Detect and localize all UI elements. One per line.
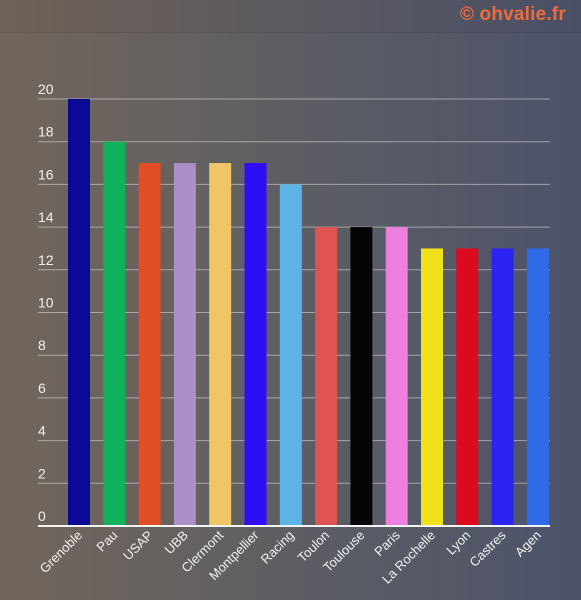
x-tick-label: USAP: [120, 528, 156, 564]
x-tick-label: Racing: [258, 528, 297, 567]
header-bar: © ohvalie.fr: [0, 0, 581, 33]
bar-toulouse[interactable]: [350, 227, 373, 526]
bar-pau[interactable]: [103, 141, 126, 526]
bar-agen[interactable]: [526, 248, 549, 526]
y-tick-label: 18: [38, 124, 54, 140]
y-tick-label: 20: [38, 81, 54, 97]
bar-racing[interactable]: [279, 184, 302, 526]
x-tick-label: Pau: [93, 528, 120, 555]
bar-usap[interactable]: [138, 163, 161, 527]
y-tick-label: 2: [38, 465, 46, 481]
y-tick-label: 0: [38, 508, 46, 524]
y-tick-label: 14: [38, 209, 54, 225]
bar-paris[interactable]: [385, 227, 408, 526]
bar-montpellier[interactable]: [244, 163, 267, 527]
x-tick-label: Lyon: [443, 528, 473, 558]
y-axis-tick-labels: 0 2 4 6 8 10 12 14 16 18 20: [38, 81, 54, 524]
bar-ubb[interactable]: [173, 163, 196, 527]
x-tick-label: Grenoble: [37, 528, 85, 576]
watermark-text: © ohvalie.fr: [459, 4, 566, 25]
y-tick-label: 12: [38, 252, 54, 268]
bar-castres[interactable]: [491, 248, 514, 526]
bar-lyon[interactable]: [456, 248, 479, 526]
x-tick-label: Agen: [512, 528, 544, 560]
bar-clermont[interactable]: [209, 163, 232, 527]
y-tick-label: 16: [38, 166, 54, 182]
x-tick-label: Castres: [466, 527, 509, 570]
x-tick-label: Paris: [371, 527, 403, 559]
bar-la-rochelle[interactable]: [421, 248, 443, 526]
y-tick-label: 4: [38, 423, 46, 439]
bars: [68, 99, 549, 527]
y-tick-label: 10: [38, 295, 54, 311]
y-tick-label: 8: [38, 337, 46, 353]
bar-toulon[interactable]: [315, 227, 338, 526]
bar-grenoble[interactable]: [68, 99, 90, 526]
x-axis-tick-labels: Grenoble Pau USAP UBBClermontMontpellierRac…: [37, 527, 544, 587]
x-tick-label: UBB: [162, 528, 192, 558]
y-tick-label: 6: [38, 380, 46, 396]
